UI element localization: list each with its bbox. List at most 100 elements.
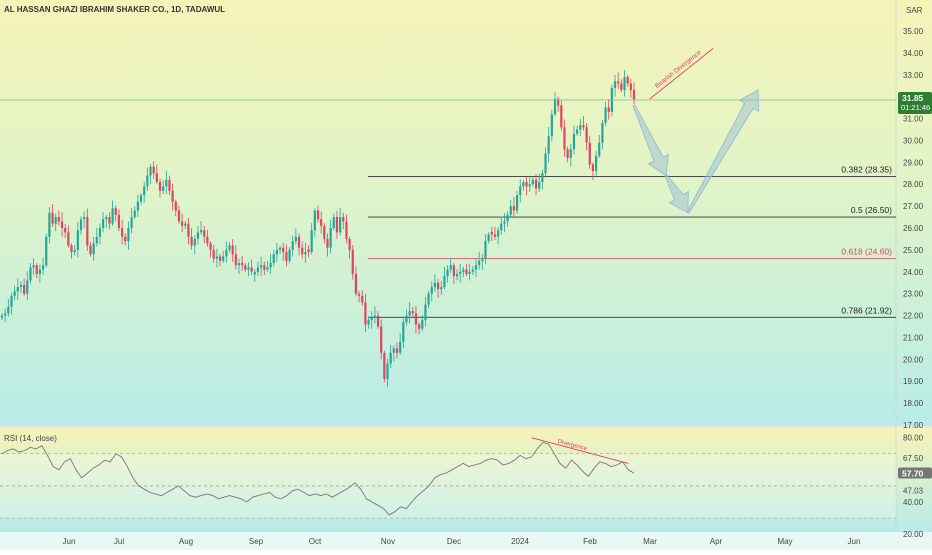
candle-body [92, 243, 95, 255]
candle-body [199, 230, 203, 233]
candle-body [424, 304, 427, 320]
y-tick-label: 17.00 [903, 421, 924, 430]
candle-body [617, 81, 620, 84]
candle-body [38, 269, 42, 274]
candle-body [32, 265, 35, 268]
candle-body [212, 249, 215, 259]
candle-body [541, 173, 544, 183]
candle-body [209, 243, 212, 250]
candle-body [60, 221, 64, 228]
candle-body [474, 265, 478, 270]
projection-arrow [664, 174, 689, 214]
candle-body [357, 293, 361, 296]
candle-body [288, 249, 291, 261]
candle-body [146, 175, 149, 187]
candle-body [446, 269, 449, 277]
rsi-tag: 57.70 [898, 467, 932, 479]
candle-body [436, 282, 440, 290]
candle-body [108, 217, 111, 224]
candle-body [206, 236, 209, 244]
candle-body [64, 228, 67, 233]
fib-level-label: 0.786 (21.92) [841, 305, 892, 315]
candle-body [29, 267, 32, 281]
candle-body [79, 219, 83, 231]
fib-level-label: 0.618 (24.60) [841, 247, 892, 257]
candle-body [572, 133, 576, 150]
y-tick-label: 24.00 [903, 268, 924, 277]
candle-body [282, 247, 285, 253]
x-tick-label: Mar [643, 537, 657, 546]
candle-body [433, 282, 437, 288]
y-tick-label: 18.00 [903, 399, 924, 408]
candle-body [591, 164, 595, 172]
candle-body [117, 214, 121, 228]
candle-body [231, 245, 234, 255]
rsi-title: RSI (14, close) [4, 434, 57, 443]
candle-body [383, 352, 386, 380]
candle-body [253, 271, 256, 275]
candle-body [7, 306, 10, 314]
candle-body [566, 149, 569, 158]
candle-body [51, 212, 54, 224]
candle-body [130, 217, 133, 228]
candle-body [522, 182, 525, 187]
candle-body [629, 83, 632, 91]
candle-body [196, 232, 200, 239]
candle-body [418, 324, 421, 329]
candle-body [111, 208, 114, 224]
candle-body [519, 186, 522, 196]
candle-body [95, 236, 98, 244]
candle-body [538, 182, 541, 189]
candle-body [127, 228, 130, 242]
candle-body [462, 269, 465, 272]
y-tick-label: 34.00 [903, 49, 924, 58]
candle-body [345, 221, 348, 239]
candle-body [234, 254, 237, 266]
x-tick-label: Apr [710, 537, 723, 546]
candle-body [177, 210, 181, 222]
candle-body [563, 127, 566, 150]
candle-body [392, 348, 395, 353]
candle-body [509, 206, 512, 215]
x-tick-label: Jun [63, 537, 76, 546]
candle-body [193, 238, 196, 246]
y-tick-label: 21.00 [903, 333, 924, 342]
candle-body [152, 166, 155, 174]
candle-body [588, 142, 591, 165]
candle-body [98, 228, 102, 237]
candle-body [13, 291, 16, 296]
rsi-tick-label: 40.00 [903, 498, 924, 507]
x-tick-label: Oct [309, 537, 322, 546]
rsi-tick-label: 47.03 [903, 487, 924, 496]
x-tick-label: Jul [114, 537, 124, 546]
price-tag: 31.85 01:21:46 [898, 91, 932, 114]
rsi-tick-label: 80.00 [903, 434, 924, 443]
x-tick-label: Dec [447, 537, 461, 546]
candle-body [67, 232, 70, 246]
candle-body [607, 107, 610, 112]
candle-body [579, 125, 582, 130]
candle-body [497, 230, 500, 237]
y-tick-label: 30.00 [903, 136, 924, 145]
candle-body [316, 210, 320, 220]
candle-body [348, 238, 351, 250]
candle-body [35, 265, 38, 274]
y-tick-label: 29.00 [903, 158, 924, 167]
candle-body [623, 76, 626, 91]
candle-body [367, 319, 370, 325]
candle-body [430, 287, 433, 294]
candle-body [493, 234, 497, 237]
candle-body [408, 311, 411, 316]
y-tick-label: 28.00 [903, 180, 924, 189]
candle-body [10, 295, 13, 307]
candle-body [484, 241, 487, 259]
candle-body [0, 315, 4, 318]
candle-body [370, 317, 373, 320]
x-tick-label: Aug [179, 537, 193, 546]
candle-body [376, 315, 380, 327]
candle-body [187, 223, 190, 237]
candle-body [395, 348, 399, 353]
candle-body [114, 208, 117, 215]
candle-body [506, 214, 509, 222]
